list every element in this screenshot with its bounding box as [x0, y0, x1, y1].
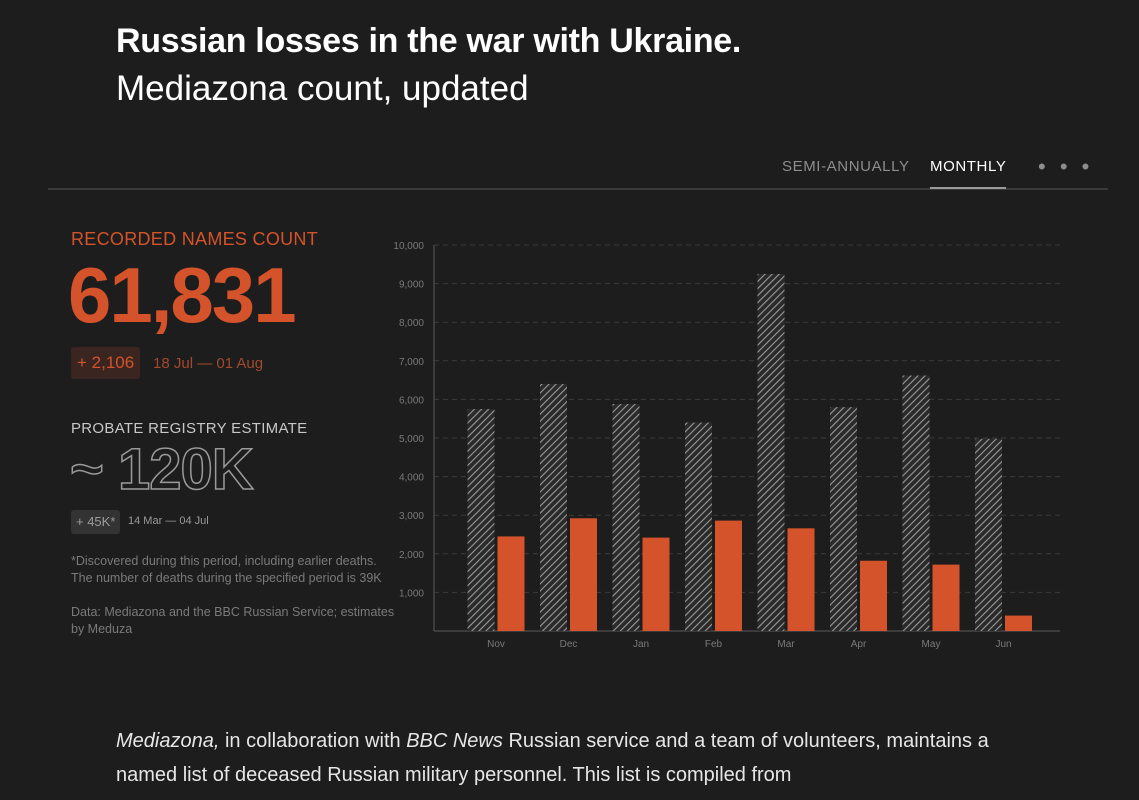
- footnote: *Discovered during this period, includin…: [71, 554, 382, 585]
- more-options-icon[interactable]: • • •: [1038, 154, 1094, 179]
- bar-estimate-apr[interactable]: [830, 407, 857, 631]
- y-tick-label: 7,000: [399, 357, 424, 368]
- recorded-delta-range: 18 Jul — 01 Aug: [153, 355, 264, 372]
- probate-estimate-label: PROBATE REGISTRY ESTIMATE: [71, 420, 308, 437]
- para-text-1: in collaboration with: [219, 730, 407, 752]
- y-tick-label: 5,000: [399, 434, 424, 445]
- bar-recorded-nov[interactable]: [497, 536, 525, 631]
- bar-estimate-nov[interactable]: [467, 409, 495, 631]
- probate-delta-badge: + 45K*: [71, 510, 121, 534]
- bar-recorded-jan[interactable]: [642, 537, 670, 631]
- intro-paragraph: Mediazona, in collaboration with BBC New…: [116, 724, 1016, 792]
- bar-estimate-feb[interactable]: [685, 422, 712, 631]
- recorded-delta-badge: + 2,106: [71, 347, 141, 379]
- bar-recorded-jun[interactable]: [1005, 615, 1032, 631]
- y-tick-label: 9,000: [399, 280, 424, 291]
- tab-monthly[interactable]: MONTHLY: [930, 158, 1007, 189]
- x-tick-label: Apr: [851, 639, 867, 650]
- x-tick-label: Jun: [995, 639, 1011, 650]
- probate-estimate-value: ~ 120K: [69, 436, 254, 503]
- y-tick-label: 1,000: [399, 588, 424, 599]
- mediazona-name: Mediazona,: [116, 730, 220, 752]
- bar-recorded-feb[interactable]: [715, 520, 742, 631]
- bar-recorded-dec[interactable]: [570, 518, 597, 631]
- y-tick-label: 6,000: [399, 395, 424, 406]
- y-tick-label: 10,000: [393, 241, 424, 252]
- y-tick-label: 3,000: [399, 511, 424, 522]
- x-tick-label: Nov: [487, 639, 505, 650]
- bar-estimate-jan[interactable]: [612, 404, 640, 631]
- recorded-names-label: RECORDED NAMES COUNT: [71, 229, 319, 249]
- y-tick-label: 2,000: [399, 550, 424, 561]
- period-tabs: SEMI-ANNUALLY MONTHLY • • •: [48, 150, 1108, 190]
- data-source: Data: Mediazona and the BBC Russian Serv…: [71, 605, 395, 636]
- para-text-2: Russian service and a team of volunteers…: [116, 730, 989, 786]
- y-tick-label: 4,000: [399, 473, 424, 484]
- bar-estimate-mar[interactable]: [757, 273, 785, 631]
- x-tick-label: Dec: [560, 639, 578, 650]
- probate-delta-range: 14 Mar — 04 Jul: [128, 515, 209, 527]
- recorded-names-value: 61,831: [68, 251, 297, 339]
- monthly-losses-chart: 1,000 2,000 3,000 4,000 5,000 6,000 7,000 8,000…: [393, 241, 1060, 650]
- x-tick-label: Feb: [705, 639, 723, 650]
- bar-estimate-dec[interactable]: [540, 383, 567, 631]
- bar-recorded-apr[interactable]: [860, 560, 887, 631]
- x-tick-label: May: [922, 639, 941, 650]
- page-title: Russian losses in the war with Ukraine.: [116, 22, 742, 60]
- bar-estimate-jun[interactable]: [975, 438, 1002, 631]
- bar-recorded-may[interactable]: [932, 564, 960, 631]
- y-tick-label: 8,000: [399, 318, 424, 329]
- bar-recorded-mar[interactable]: [787, 528, 815, 631]
- tab-semi-annually[interactable]: SEMI-ANNUALLY: [782, 158, 910, 175]
- bar-estimate-may[interactable]: [902, 375, 930, 631]
- bbc-news-name: BBC News: [406, 730, 503, 752]
- page-subtitle: Mediazona count, updated: [116, 69, 529, 108]
- x-tick-label: Jan: [633, 639, 649, 650]
- x-tick-label: Mar: [777, 639, 795, 650]
